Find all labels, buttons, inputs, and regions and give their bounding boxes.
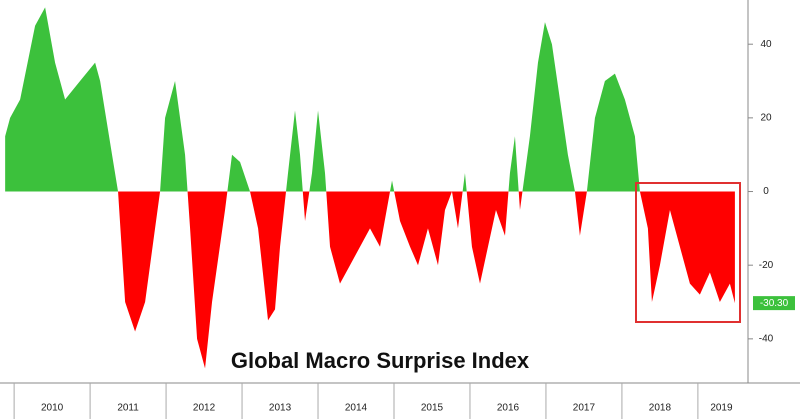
y-tick-label: 0	[763, 186, 769, 197]
x-tick-label: 2010	[41, 403, 64, 414]
y-tick-label: 40	[760, 39, 772, 50]
x-tick-label: 2018	[649, 403, 672, 414]
y-tick-label: 20	[760, 113, 772, 124]
positive-area	[5, 7, 640, 192]
x-tick-label: 2014	[345, 403, 368, 414]
x-tick-label: 2015	[421, 403, 444, 414]
x-tick-label: 2013	[269, 403, 292, 414]
last-value-box	[753, 296, 795, 311]
x-tick-label: 2012	[193, 403, 216, 414]
x-tick-label: 2017	[573, 403, 596, 414]
y-tick-label: -20	[759, 260, 774, 271]
x-tick-label: 2011	[117, 403, 139, 414]
x-tick-label: 2019	[710, 403, 733, 414]
negative-area	[5, 191, 735, 369]
x-tick-label: 2016	[497, 403, 520, 414]
last-value-label: -30.30	[760, 298, 789, 309]
highlight-box	[635, 182, 741, 323]
y-tick-label: -40	[759, 333, 774, 344]
chart-title: Global Macro Surprise Index	[231, 348, 530, 373]
